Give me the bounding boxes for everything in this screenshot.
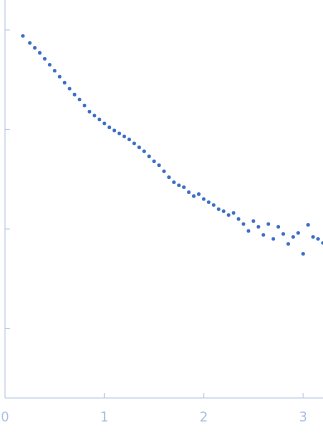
data-point (301, 252, 305, 256)
data-point (221, 209, 226, 213)
data-point (251, 219, 256, 223)
data-point (147, 154, 151, 159)
data-point (87, 109, 92, 114)
data-point (33, 46, 37, 50)
data-point (142, 149, 146, 154)
data-point (246, 229, 251, 233)
data-point (316, 237, 320, 241)
data-point (82, 103, 87, 108)
data-point (182, 185, 186, 189)
data-point (211, 203, 216, 207)
data-point (21, 34, 25, 38)
data-point (162, 169, 166, 174)
data-point (261, 233, 266, 237)
data-point (157, 163, 161, 168)
x-tick-label: 2 (200, 411, 208, 426)
data-point (256, 225, 261, 229)
x-tick-label: 0 (1, 411, 9, 426)
data-point (112, 128, 117, 133)
x-tick-label: 1 (100, 411, 108, 426)
data-point (122, 134, 127, 139)
data-point (132, 141, 136, 146)
data-point (172, 180, 176, 185)
data-point (241, 222, 246, 226)
data-point (77, 97, 82, 102)
data-point (271, 237, 276, 241)
data-point (57, 74, 62, 79)
data-point (192, 194, 196, 198)
data-point (52, 68, 57, 73)
data-point (127, 137, 132, 142)
data-point (28, 41, 32, 45)
data-point (231, 211, 236, 215)
data-point (296, 231, 300, 235)
data-point (152, 159, 156, 164)
data-point (286, 242, 291, 246)
data-point (72, 92, 77, 97)
data-point (196, 192, 201, 196)
data-point (167, 175, 171, 180)
data-point (236, 217, 241, 221)
data-point (201, 197, 206, 201)
data-point (226, 213, 231, 217)
data-point (206, 200, 211, 204)
data-point (62, 80, 67, 85)
x-tick-label: 3 (299, 411, 307, 426)
data-point (102, 121, 107, 126)
data-point (37, 51, 42, 55)
data-point (117, 131, 122, 136)
data-point (266, 222, 271, 226)
data-point (276, 225, 281, 229)
data-point (137, 145, 141, 150)
data-point (97, 117, 102, 122)
data-point (291, 235, 295, 239)
data-point (47, 62, 52, 67)
data-point (281, 232, 286, 236)
data-point (42, 56, 47, 61)
data-point (187, 190, 191, 195)
data-point (107, 125, 112, 130)
data-point (216, 207, 221, 211)
data-point (306, 223, 310, 227)
data-point (67, 86, 72, 91)
data-point (177, 183, 181, 188)
data-point (92, 113, 97, 118)
data-point (311, 235, 315, 239)
